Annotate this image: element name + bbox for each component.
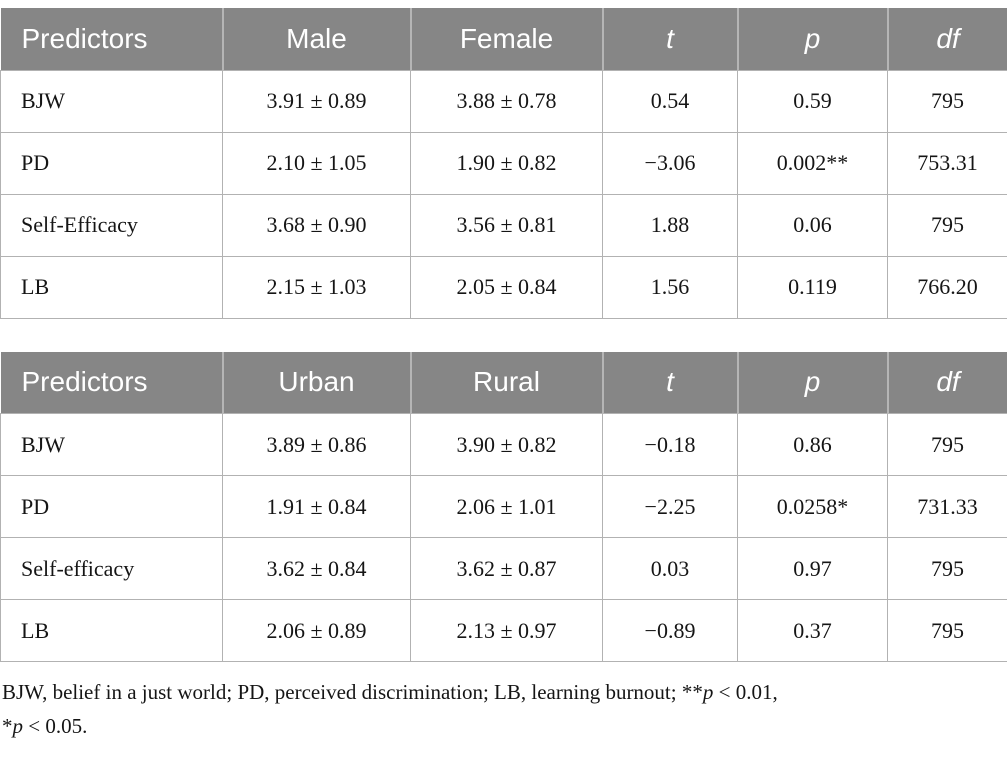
cell-df-value: 795 bbox=[887, 69, 1007, 133]
cell-male-mean: 3.68 ± 0.90 bbox=[222, 193, 411, 257]
column-header-urban: Urban bbox=[221, 351, 411, 414]
footnote-abbreviations: BJW, belief in a just world; PD, perceiv… bbox=[2, 680, 703, 704]
table-row-lb: LB 2.15 ± 1.03 2.05 ± 0.84 1.56 0.119 76… bbox=[0, 255, 1007, 319]
cell-rural-mean: 3.62 ± 0.87 bbox=[410, 537, 603, 600]
cell-urban-mean: 3.89 ± 0.86 bbox=[222, 413, 411, 476]
column-header-rural: Rural bbox=[409, 351, 603, 414]
table-row-self-efficacy: Self-efficacy 3.62 ± 0.84 3.62 ± 0.87 0.… bbox=[0, 537, 1007, 600]
footnote-sig-level-2: < 0.05. bbox=[23, 714, 88, 739]
column-header-predictors: Predictors bbox=[0, 351, 223, 414]
cell-predictor: Self-efficacy bbox=[0, 537, 223, 600]
column-header-df: df bbox=[886, 8, 1007, 70]
column-header-p: p bbox=[736, 8, 888, 70]
cell-predictor: LB bbox=[0, 255, 223, 319]
cell-female-mean: 3.56 ± 0.81 bbox=[410, 193, 603, 257]
cell-predictor: PD bbox=[0, 475, 223, 538]
t-test-table-residence: Predictors Urban Rural t p df BJW 3.89 ±… bbox=[0, 351, 1007, 662]
table-footnote: BJW, belief in a just world; PD, perceiv… bbox=[2, 675, 1007, 743]
cell-df-value: 795 bbox=[887, 413, 1007, 476]
table-row-bjw: BJW 3.91 ± 0.89 3.88 ± 0.78 0.54 0.59 79… bbox=[0, 69, 1007, 133]
cell-female-mean: 3.88 ± 0.78 bbox=[410, 69, 603, 133]
cell-male-mean: 2.15 ± 1.03 bbox=[222, 255, 411, 319]
cell-t-value: −3.06 bbox=[602, 131, 738, 195]
table-row-pd: PD 1.91 ± 0.84 2.06 ± 1.01 −2.25 0.0258*… bbox=[0, 475, 1007, 538]
cell-predictor: BJW bbox=[0, 413, 223, 476]
column-header-t: t bbox=[601, 8, 738, 70]
cell-p-value: 0.59 bbox=[737, 69, 888, 133]
cell-female-mean: 2.05 ± 0.84 bbox=[410, 255, 603, 319]
cell-rural-mean: 3.90 ± 0.82 bbox=[410, 413, 603, 476]
cell-t-value: 1.56 bbox=[602, 255, 738, 319]
cell-t-value: −0.18 bbox=[602, 413, 738, 476]
cell-t-value: 1.88 bbox=[602, 193, 738, 257]
column-header-male: Male bbox=[221, 8, 411, 70]
cell-predictor: Self-Efficacy bbox=[0, 193, 223, 257]
column-header-t: t bbox=[601, 351, 738, 414]
cell-p-value: 0.0258* bbox=[737, 475, 888, 538]
column-header-df: df bbox=[886, 351, 1007, 414]
cell-urban-mean: 3.62 ± 0.84 bbox=[222, 537, 411, 600]
t-test-table-gender: Predictors Male Female t p df BJW 3.91 ±… bbox=[0, 8, 1007, 319]
column-header-p: p bbox=[736, 351, 888, 414]
cell-df-value: 795 bbox=[887, 537, 1007, 600]
cell-female-mean: 1.90 ± 0.82 bbox=[410, 131, 603, 195]
cell-p-value: 0.86 bbox=[737, 413, 888, 476]
footnote-star: * bbox=[2, 714, 13, 739]
cell-df-value: 795 bbox=[887, 599, 1007, 662]
cell-predictor: PD bbox=[0, 131, 223, 195]
cell-urban-mean: 2.06 ± 0.89 bbox=[222, 599, 411, 662]
footnote-p-symbol: p bbox=[702, 680, 714, 704]
table-header-row: Predictors Urban Rural t p df bbox=[0, 351, 1007, 414]
footnote-p-symbol: p bbox=[12, 714, 24, 739]
table-header-row: Predictors Male Female t p df bbox=[0, 8, 1007, 70]
cell-p-value: 0.119 bbox=[737, 255, 888, 319]
cell-p-value: 0.37 bbox=[737, 599, 888, 662]
cell-df-value: 731.33 bbox=[887, 475, 1007, 538]
cell-predictor: LB bbox=[0, 599, 223, 662]
cell-t-value: −0.89 bbox=[602, 599, 738, 662]
footnote-sig-level-1: < 0.01, bbox=[713, 680, 778, 704]
cell-male-mean: 2.10 ± 1.05 bbox=[222, 131, 411, 195]
cell-p-value: 0.97 bbox=[737, 537, 888, 600]
cell-t-value: 0.54 bbox=[602, 69, 738, 133]
cell-df-value: 753.31 bbox=[887, 131, 1007, 195]
cell-p-value: 0.06 bbox=[737, 193, 888, 257]
cell-urban-mean: 1.91 ± 0.84 bbox=[222, 475, 411, 538]
cell-rural-mean: 2.06 ± 1.01 bbox=[410, 475, 603, 538]
column-header-predictors: Predictors bbox=[0, 8, 223, 70]
column-header-female: Female bbox=[409, 8, 603, 70]
cell-t-value: 0.03 bbox=[602, 537, 738, 600]
cell-df-value: 766.20 bbox=[887, 255, 1007, 319]
table-row-bjw: BJW 3.89 ± 0.86 3.90 ± 0.82 −0.18 0.86 7… bbox=[0, 413, 1007, 476]
table-row-pd: PD 2.10 ± 1.05 1.90 ± 0.82 −3.06 0.002**… bbox=[0, 131, 1007, 195]
cell-predictor: BJW bbox=[0, 69, 223, 133]
cell-p-value: 0.002** bbox=[737, 131, 888, 195]
table-row-self-efficacy: Self-Efficacy 3.68 ± 0.90 3.56 ± 0.81 1.… bbox=[0, 193, 1007, 257]
cell-rural-mean: 2.13 ± 0.97 bbox=[410, 599, 603, 662]
cell-male-mean: 3.91 ± 0.89 bbox=[222, 69, 411, 133]
cell-t-value: −2.25 bbox=[602, 475, 738, 538]
table-row-lb: LB 2.06 ± 0.89 2.13 ± 0.97 −0.89 0.37 79… bbox=[0, 599, 1007, 662]
cell-df-value: 795 bbox=[887, 193, 1007, 257]
